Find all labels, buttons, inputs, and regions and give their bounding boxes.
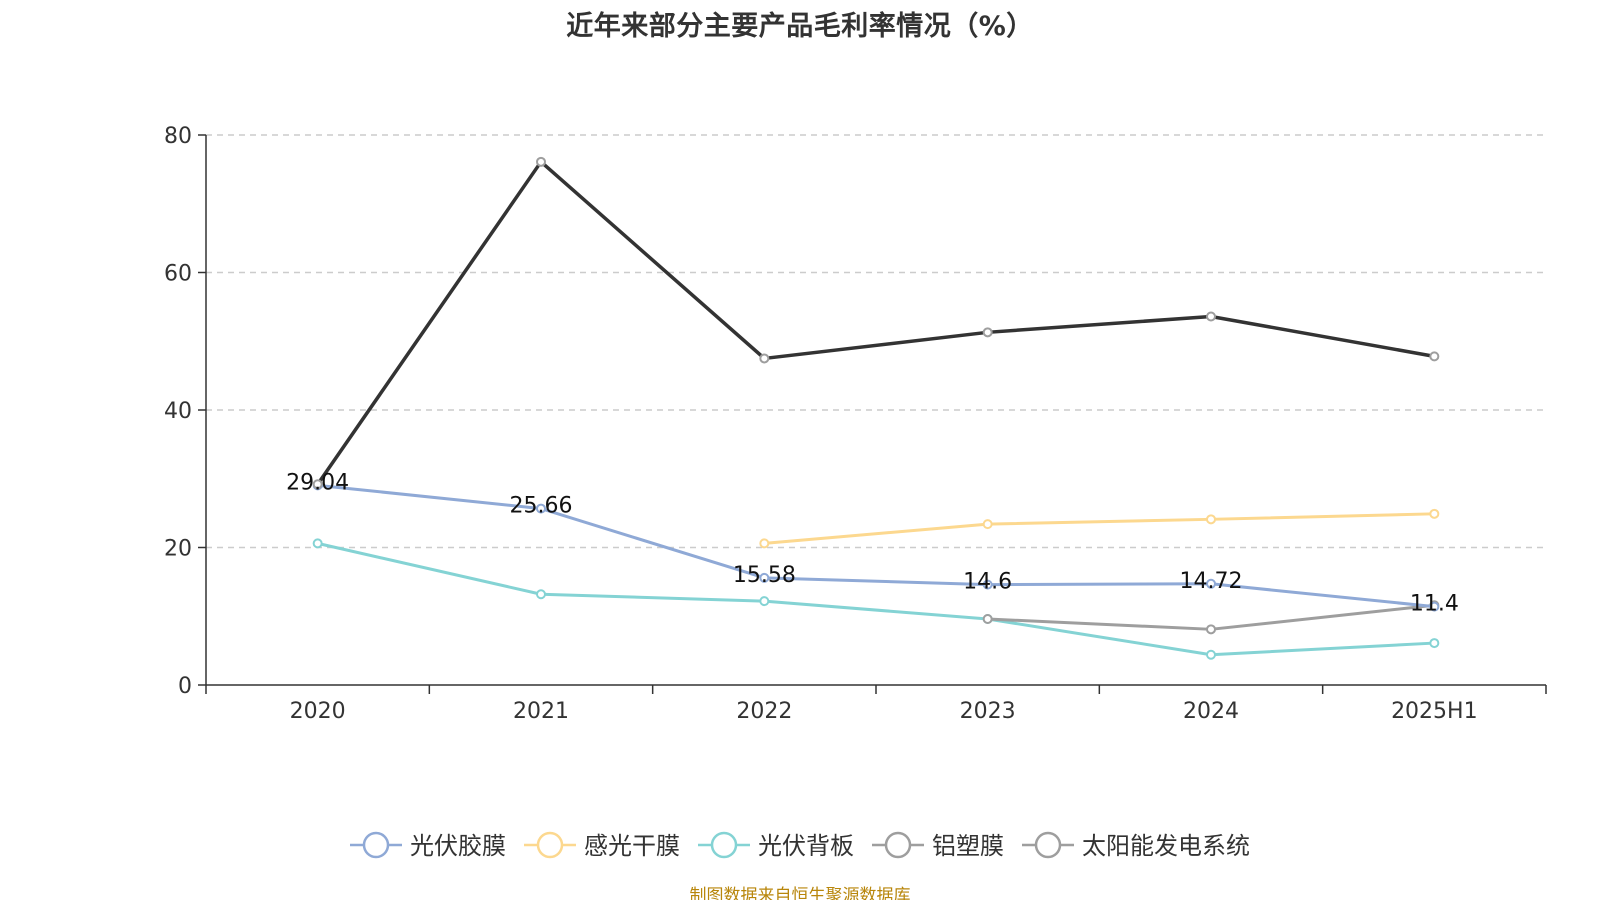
data-point[interactable] bbox=[1206, 649, 1216, 660]
y-tick-label: 40 bbox=[164, 399, 192, 424]
data-label: 14.72 bbox=[1180, 569, 1243, 594]
legend-item[interactable]: 感光干膜 bbox=[524, 831, 680, 860]
legend-marker-icon bbox=[1034, 831, 1062, 859]
data-point[interactable] bbox=[759, 596, 770, 607]
x-tick-label: 2023 bbox=[960, 699, 1016, 724]
x-tick-label: 2025H1 bbox=[1391, 699, 1478, 724]
data-point[interactable] bbox=[312, 479, 323, 490]
chart-title: 近年来部分主要产品毛利率情况（%） bbox=[566, 11, 1034, 42]
series-lines bbox=[312, 156, 1440, 660]
legend[interactable]: 光伏胶膜 感光干膜 光伏背板 铝塑膜 太阳能发电系统 bbox=[350, 831, 1250, 860]
data-label: 14.6 bbox=[963, 570, 1012, 595]
legend-item[interactable]: 光伏胶膜 bbox=[350, 831, 506, 860]
data-label: 25.66 bbox=[510, 494, 573, 519]
series-2 bbox=[312, 538, 1440, 660]
legend-marker-icon bbox=[362, 831, 390, 859]
data-label: 15.58 bbox=[733, 563, 796, 588]
data-point[interactable] bbox=[312, 538, 323, 549]
data-point[interactable] bbox=[982, 327, 993, 338]
data-point[interactable] bbox=[1206, 514, 1216, 525]
series-line bbox=[316, 160, 1435, 486]
legend-item[interactable]: 铝塑膜 bbox=[872, 831, 1004, 860]
legend-item[interactable]: 太阳能发电系统 bbox=[1022, 831, 1250, 860]
data-point[interactable] bbox=[1206, 624, 1216, 635]
data-point[interactable] bbox=[982, 519, 993, 530]
x-tick-label: 2024 bbox=[1183, 699, 1239, 724]
gridlines bbox=[206, 134, 1546, 549]
series-line bbox=[317, 483, 1435, 609]
data-label: 11.4 bbox=[1410, 592, 1459, 617]
y-tick-label: 80 bbox=[164, 124, 192, 149]
legend-marker-icon bbox=[884, 831, 912, 859]
data-point[interactable] bbox=[1429, 601, 1440, 612]
data-point[interactable] bbox=[1206, 578, 1216, 589]
data-point[interactable] bbox=[536, 503, 546, 514]
axes: 0 20 40 60 80 2020 2021 2022 2023 2024 2025H1 bbox=[164, 124, 1547, 724]
series-line bbox=[317, 541, 1435, 657]
data-point[interactable] bbox=[759, 538, 770, 549]
series-1 bbox=[759, 508, 1440, 549]
data-point[interactable] bbox=[759, 353, 770, 364]
data-labels: 29.04 25.66 15.58 14.6 14.72 11.4 bbox=[286, 470, 1459, 616]
y-tick-label: 0 bbox=[178, 674, 192, 699]
data-point[interactable] bbox=[982, 614, 993, 624]
x-tick-label: 2022 bbox=[736, 699, 792, 724]
data-point[interactable] bbox=[1429, 638, 1440, 649]
legend-label: 铝塑膜 bbox=[932, 832, 1004, 860]
data-point[interactable] bbox=[759, 572, 770, 583]
legend-label: 光伏胶膜 bbox=[410, 832, 506, 860]
legend-label: 感光干膜 bbox=[584, 832, 680, 860]
legend-marker-icon bbox=[710, 831, 738, 859]
legend-marker-icon bbox=[536, 831, 564, 859]
series-4 bbox=[312, 156, 1440, 490]
data-point[interactable] bbox=[536, 156, 546, 167]
data-label: 29.04 bbox=[286, 470, 349, 495]
legend-item[interactable]: 光伏背板 bbox=[698, 831, 854, 860]
y-tick-label: 20 bbox=[164, 537, 192, 562]
data-point[interactable] bbox=[1206, 311, 1216, 322]
series-0 bbox=[312, 480, 1440, 612]
data-point[interactable] bbox=[1429, 351, 1440, 362]
source-note: 制图数据来自恒生聚源数据库 bbox=[689, 886, 911, 900]
data-point[interactable] bbox=[982, 579, 993, 590]
data-point[interactable] bbox=[536, 589, 546, 600]
legend-label: 光伏背板 bbox=[758, 832, 854, 860]
x-tick-label: 2020 bbox=[290, 699, 346, 724]
x-tick-label: 2021 bbox=[513, 699, 569, 724]
y-tick-label: 60 bbox=[164, 262, 192, 287]
legend-label: 太阳能发电系统 bbox=[1082, 832, 1250, 860]
data-point[interactable] bbox=[1429, 508, 1440, 519]
series-line bbox=[764, 512, 1435, 545]
